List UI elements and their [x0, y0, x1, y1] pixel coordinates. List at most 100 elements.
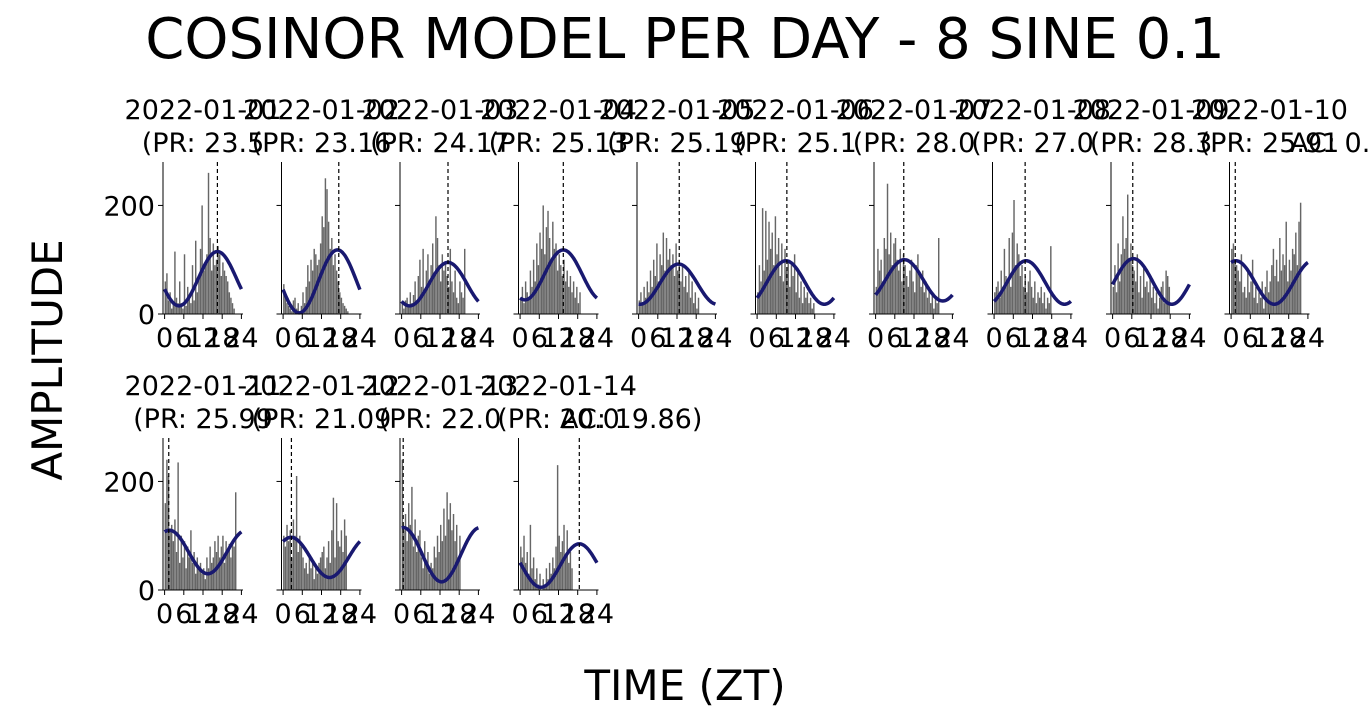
bar: [225, 276, 227, 314]
cosinor-fit-line: [755, 259, 836, 306]
bar: [661, 265, 663, 314]
bar: [560, 552, 562, 590]
bar: [923, 292, 926, 314]
bar: [457, 557, 460, 590]
bar: [577, 303, 580, 314]
bar: [550, 259, 552, 314]
bar: [416, 300, 418, 314]
bar: [645, 297, 647, 314]
bar: [1043, 292, 1046, 314]
bar: [808, 303, 810, 314]
x-tick-label: 24: [224, 599, 258, 630]
bar: [1139, 276, 1142, 314]
bar: [1048, 303, 1050, 314]
bar: [291, 311, 293, 314]
bar: [534, 281, 536, 314]
bar: [1147, 292, 1150, 314]
bar: [934, 297, 937, 314]
bar: [1114, 265, 1116, 314]
bar: [572, 281, 575, 314]
bar: [763, 270, 765, 314]
bar: [331, 530, 333, 590]
bar: [403, 308, 405, 314]
bar: [576, 286, 578, 314]
x-tick-label: 12: [423, 599, 457, 630]
bar: [448, 519, 450, 590]
bar: [452, 514, 455, 590]
x-tick-label: 0: [275, 599, 292, 630]
bar: [1237, 270, 1239, 314]
bar: [563, 259, 565, 314]
bar: [343, 519, 346, 590]
bar: [217, 246, 219, 314]
bar: [198, 568, 200, 590]
bar: [1125, 238, 1127, 314]
cosinor-fit-line: [401, 525, 480, 584]
bar: [691, 281, 693, 314]
bar: [1019, 276, 1022, 314]
bar: [579, 292, 581, 314]
x-tick-label: 12: [304, 323, 338, 354]
bar: [899, 248, 902, 314]
subplot-subtitle: (PR: 25.99: [133, 404, 273, 435]
bar: [894, 238, 897, 314]
bar: [433, 546, 436, 590]
bar: [1030, 286, 1033, 314]
bar: [539, 232, 541, 314]
bar: [547, 210, 549, 314]
bar: [228, 292, 231, 314]
bar: [406, 541, 408, 590]
bar: [1123, 248, 1126, 314]
bar: [882, 281, 884, 314]
x-tick-label: 0: [393, 599, 410, 630]
bar: [214, 265, 216, 314]
bar: [1263, 308, 1265, 314]
bar: [813, 303, 815, 314]
bar: [340, 530, 343, 590]
x-tick-label: 6: [886, 323, 903, 354]
x-tick-label: 18: [1035, 323, 1069, 354]
bar: [795, 292, 797, 314]
bar: [523, 303, 525, 314]
bar: [1120, 254, 1123, 314]
bar: [670, 265, 673, 314]
y-tick-label: 0: [138, 300, 155, 331]
bar: [321, 552, 323, 590]
bar: [196, 557, 199, 590]
x-tick-label: 18: [205, 323, 239, 354]
bar: [214, 541, 216, 590]
bar: [401, 303, 404, 314]
subtitle-overflow-row1: AC: 0.: [1290, 128, 1370, 159]
subplot-subtitle: (PR: 28.0: [853, 128, 976, 159]
subplot-title: 2022-01-14: [480, 371, 637, 402]
bar: [227, 281, 229, 314]
bar: [917, 254, 919, 314]
bar: [1285, 221, 1287, 314]
bar: [761, 208, 764, 314]
bar: [553, 248, 556, 314]
bar: [185, 305, 187, 314]
bar: [289, 530, 291, 590]
bar: [757, 292, 759, 314]
bar: [403, 530, 405, 590]
bar: [316, 265, 319, 314]
subplot-subtitle: (PR: 25.13: [489, 128, 629, 159]
bar: [926, 297, 929, 314]
bar: [342, 303, 344, 314]
y-axis-label: AMPLITUDE: [23, 239, 72, 480]
x-tick-label: 12: [897, 323, 931, 354]
bar: [1115, 292, 1118, 314]
bar: [420, 557, 423, 590]
x-tick-label: 0: [986, 323, 1003, 354]
bar: [459, 535, 461, 590]
bar: [308, 557, 311, 590]
bar: [432, 568, 434, 590]
x-tick-label: 18: [205, 599, 239, 630]
x-tick-label: 6: [1242, 323, 1259, 354]
bar: [662, 232, 665, 314]
bar: [933, 308, 935, 314]
bar: [574, 297, 576, 314]
bar: [1259, 297, 1262, 314]
bar: [424, 292, 426, 314]
